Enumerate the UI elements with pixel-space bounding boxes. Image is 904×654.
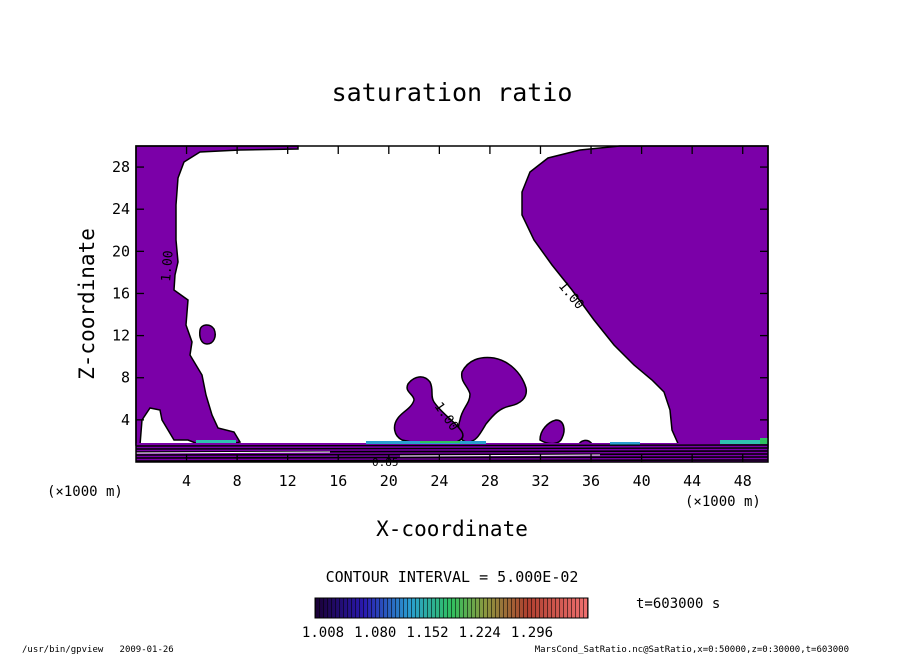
x-unit-left: (×1000 m) — [47, 484, 123, 500]
surface-band-3 — [420, 441, 460, 443]
x-axis-label: X-coordinate — [376, 517, 528, 541]
x-tick-label: 40 — [633, 472, 651, 490]
purple-regions — [135, 145, 769, 449]
x-tick-label: 24 — [430, 472, 448, 490]
left-saturated-region — [135, 145, 299, 446]
contour-line-5 — [135, 456, 769, 459]
y-tick-label: 28 — [112, 158, 130, 176]
time-label: t=603000 s — [636, 596, 720, 612]
central-blob — [457, 356, 528, 443]
y-tick-label: 16 — [112, 284, 130, 302]
y-axis: 4 8 12 16 20 24 28 — [112, 158, 768, 429]
y-tick-label: 20 — [112, 242, 130, 260]
footer-left: /usr/bin/gpview 2009-01-26 — [22, 645, 174, 654]
contour-line-4 — [135, 453, 769, 456]
y-tick-label: 24 — [112, 200, 130, 218]
white-streak-1 — [135, 451, 331, 454]
colorbar-tick-label: 1.080 — [354, 625, 396, 641]
contour-interval: CONTOUR INTERVAL = 5.000E-02 — [326, 568, 579, 586]
x-tick-label: 36 — [582, 472, 600, 490]
x-tick-label: 44 — [683, 472, 701, 490]
contour-line-1 — [135, 444, 769, 447]
contour-line-3 — [135, 450, 769, 453]
surface-band-1 — [196, 440, 236, 443]
y-tick-label: 12 — [112, 327, 130, 345]
colorbar-tick-label: 1.152 — [406, 625, 448, 641]
contour-line-2 — [135, 447, 769, 450]
surface-band-6 — [760, 438, 768, 444]
right-saturated-region — [521, 145, 769, 449]
x-tick-label: 8 — [233, 472, 242, 490]
x-unit-right: (×1000 m) — [685, 494, 761, 510]
x-tick-label: 4 — [182, 472, 191, 490]
chart-title: saturation ratio — [332, 78, 573, 107]
x-tick-label: 12 — [279, 472, 297, 490]
colorbar-ticks: 1.008 1.080 1.152 1.224 1.296 — [302, 625, 553, 641]
surface-band-4 — [610, 442, 640, 445]
surface-band-5 — [720, 440, 768, 444]
contour-label-left: 1.00 — [159, 250, 177, 283]
small-blob-left — [199, 324, 216, 345]
surface-layer — [135, 438, 769, 462]
y-tick-label: 4 — [121, 411, 130, 429]
y-tick-label: 8 — [121, 369, 130, 387]
x-tick-label: 28 — [481, 472, 499, 490]
y-axis-label: Z-coordinate — [75, 228, 99, 380]
plot-frame — [135, 145, 769, 463]
x-tick-label: 20 — [380, 472, 398, 490]
contour-line-6 — [135, 459, 769, 462]
colorbar-stripes — [315, 598, 588, 618]
white-streak-2 — [399, 454, 601, 457]
x-tick-label: 48 — [734, 472, 752, 490]
colorbar-tick-label: 1.224 — [459, 625, 501, 641]
colorbar-tick-label: 1.008 — [302, 625, 344, 641]
footer-right: MarsCond_SatRatio.nc@SatRatio,x=0:50000,… — [535, 645, 849, 654]
x-axis: 4 8 12 16 20 24 28 32 36 40 44 48 — [182, 146, 752, 490]
x-tick-label: 32 — [531, 472, 549, 490]
x-tick-label: 16 — [329, 472, 347, 490]
colorbar-tick-label: 1.296 — [511, 625, 553, 641]
